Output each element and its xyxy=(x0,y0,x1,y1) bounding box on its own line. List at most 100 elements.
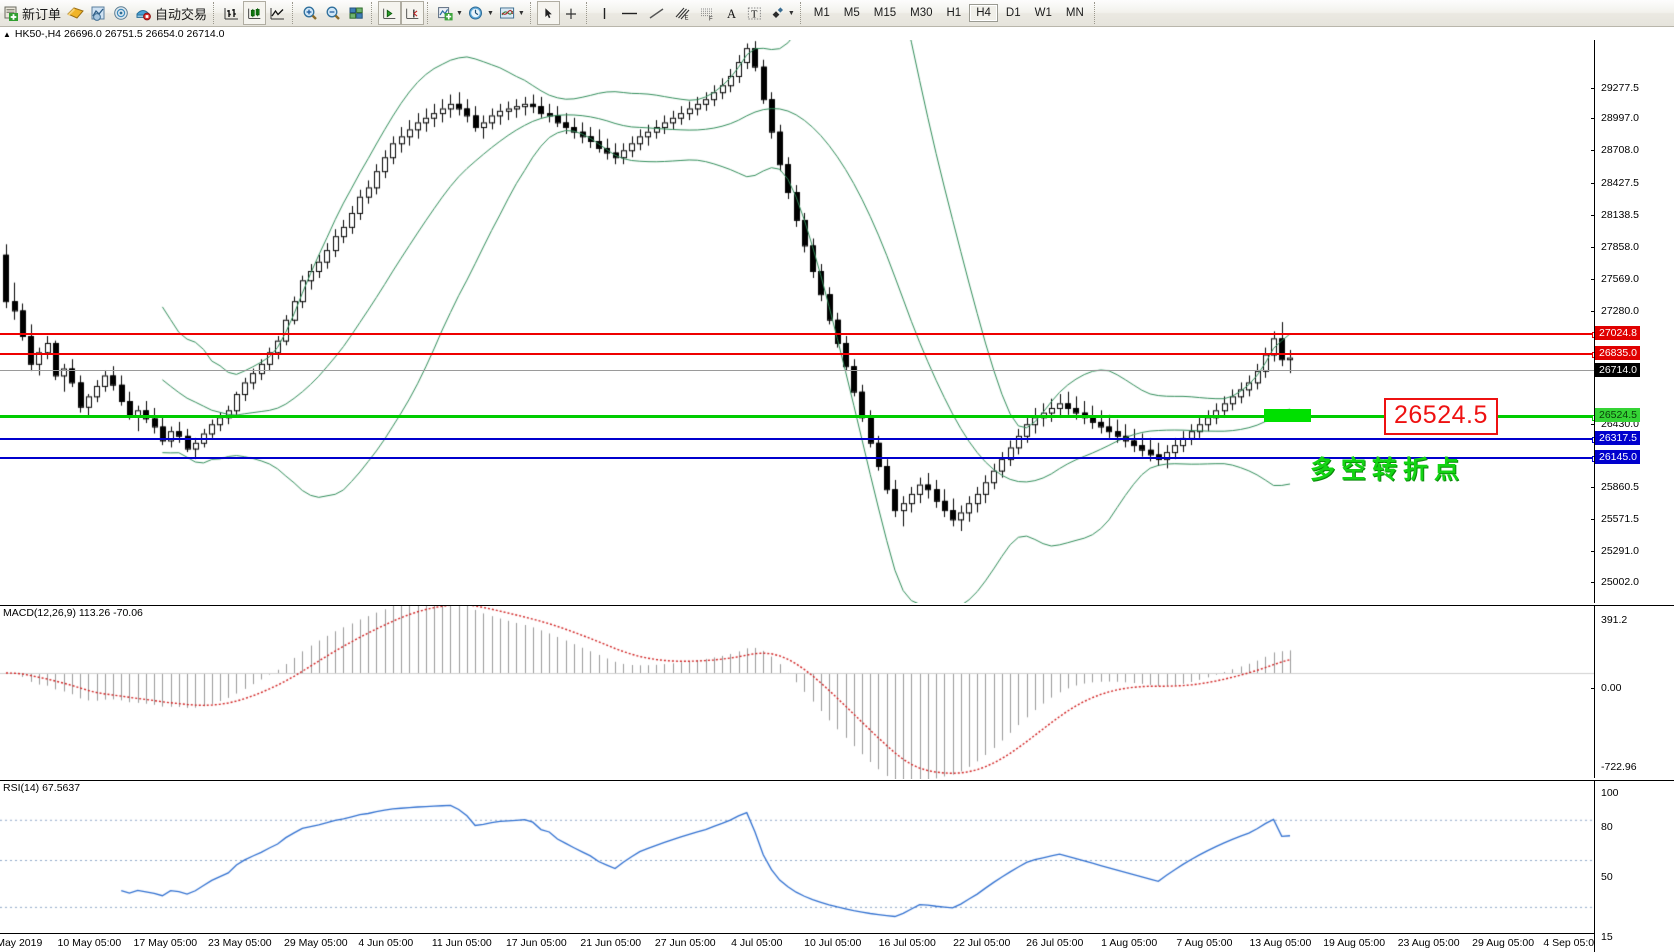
new-order-label: 新订单 xyxy=(22,6,62,22)
price-level-line[interactable] xyxy=(0,352,1598,358)
price-axis-tick xyxy=(1591,88,1595,89)
data-window-button[interactable] xyxy=(87,1,110,25)
price-level-line[interactable] xyxy=(0,415,1598,421)
macd-pane[interactable]: MACD(12,26,9) 113.26 -70.06 391.2 0.00 -72… xyxy=(0,605,1674,779)
line-chart-button[interactable] xyxy=(266,1,289,25)
trendline-button[interactable] xyxy=(643,1,670,25)
price-level-line[interactable] xyxy=(0,332,1598,338)
hline-icon xyxy=(621,12,637,14)
price-axis-tick xyxy=(1591,118,1595,119)
tile-windows-button[interactable] xyxy=(345,1,368,25)
macd-axis: 391.2 0.00 -722.96 xyxy=(1591,606,1674,778)
time-axis-label: 23 May 05:00 xyxy=(208,937,272,949)
price-axis-tick xyxy=(1591,215,1595,216)
collapse-triangle-icon[interactable]: ▲ xyxy=(3,29,11,39)
shapes-icon xyxy=(772,6,783,18)
auto-scroll-icon xyxy=(406,8,419,19)
time-axis-label: 26 Jul 05:00 xyxy=(1026,937,1084,949)
chevron-down-icon[interactable]: ▼ xyxy=(456,9,463,17)
time-axis[interactable]: 5 May 2019 10 May 05:00 17 May 05:00 23 May… xyxy=(0,933,1600,952)
symbol-ohlc-text: HK50-,H4 26696.0 26751.5 26654.0 26714.0 xyxy=(14,28,225,40)
price-level-chip-black[interactable]: 26714.0 xyxy=(1595,363,1640,377)
zoom-out-button[interactable] xyxy=(322,1,345,25)
time-axis-label: 1 Aug 05:00 xyxy=(1101,937,1158,949)
zoom-in-icon xyxy=(303,6,317,20)
candle-chart-icon xyxy=(248,7,261,19)
text-button[interactable]: A xyxy=(720,1,743,25)
price-level-chip-blue[interactable]: 26145.0 xyxy=(1595,450,1640,464)
selection-highlight[interactable] xyxy=(1264,409,1311,422)
time-axis-label: 10 May 05:00 xyxy=(57,937,122,949)
bar-chart-button[interactable] xyxy=(220,1,243,25)
macd-canvas[interactable] xyxy=(0,606,1594,779)
price-pane[interactable]: 26524.5 多空转折点 29277.5 28997.0 28708.0 28427… xyxy=(0,40,1674,619)
price-axis-tick xyxy=(1591,424,1595,425)
text-label-button[interactable]: T xyxy=(743,1,766,25)
crosshair-tool-button[interactable] xyxy=(560,1,583,25)
navigator-icon xyxy=(114,5,128,20)
price-level-chip-green[interactable]: 26524.5 xyxy=(1595,408,1640,422)
navigator-button[interactable] xyxy=(110,1,133,25)
shift-end-icon xyxy=(383,8,396,19)
price-axis-tick-label: 28708.0 xyxy=(1601,144,1639,156)
vline-icon xyxy=(603,7,606,19)
period-button[interactable]: ▼ xyxy=(465,1,496,25)
time-axis-label: 5 May 2019 xyxy=(0,937,43,949)
chevron-down-icon[interactable]: ▼ xyxy=(486,9,494,17)
market-watch-folder-button[interactable] xyxy=(64,1,87,25)
timeframe-w1[interactable]: W1 xyxy=(1034,7,1052,19)
timeframe-h4[interactable]: H4 xyxy=(969,4,998,22)
new-order-icon xyxy=(4,6,18,21)
toolbar-separator xyxy=(529,2,534,24)
candle-chart-button[interactable] xyxy=(243,1,267,25)
price-level-line[interactable] xyxy=(0,437,1598,443)
period-icon xyxy=(468,6,482,19)
indicators-icon xyxy=(438,6,453,20)
cursor-icon xyxy=(545,7,552,18)
price-level-line[interactable] xyxy=(0,370,1594,371)
zoom-in-button[interactable] xyxy=(299,1,322,25)
chevron-down-icon[interactable]: ▼ xyxy=(787,9,795,17)
shift-end-button[interactable] xyxy=(378,1,402,25)
timeframe-h1[interactable]: H1 xyxy=(946,7,962,19)
vertical-line-button[interactable] xyxy=(593,1,616,25)
price-canvas[interactable] xyxy=(0,40,1594,603)
chart-window[interactable]: ▲ HK50-,H4 26696.0 26751.5 26654.0 26714… xyxy=(0,27,1674,952)
price-annotation-box[interactable]: 26524.5 xyxy=(1384,398,1498,435)
timeframe-m5[interactable]: M5 xyxy=(843,7,860,19)
elliott-icon: E xyxy=(675,7,690,21)
price-level-chip-blue[interactable]: 26317.5 xyxy=(1595,431,1640,445)
time-axis-label: 16 Jul 05:00 xyxy=(878,937,936,949)
timeframe-d1[interactable]: D1 xyxy=(1005,7,1021,19)
rsi-pane[interactable]: RSI(14) 67.5637 100 80 50 15 5 May 2019 10 M… xyxy=(0,780,1674,952)
templates-button[interactable]: ▼ xyxy=(496,1,527,25)
cursor-tool-button[interactable] xyxy=(536,1,560,25)
macd-axis-tick xyxy=(1591,688,1595,689)
price-level-chip-red[interactable]: 27024.8 xyxy=(1595,326,1640,340)
toolbar-separator xyxy=(427,2,431,24)
templates-icon xyxy=(500,7,515,18)
timeframe-m15[interactable]: M15 xyxy=(873,7,897,19)
time-axis-label: 22 Jul 05:00 xyxy=(953,937,1011,949)
chinese-annotation-text[interactable]: 多空转折点 xyxy=(1310,455,1466,484)
svg-text:F: F xyxy=(709,16,713,22)
price-axis-tick-label: 27858.0 xyxy=(1601,241,1639,253)
timeframe-m1[interactable]: M1 xyxy=(813,7,830,19)
horizontal-line-button[interactable] xyxy=(616,1,643,25)
timeframe-mn[interactable]: MN xyxy=(1065,7,1084,19)
rsi-canvas[interactable] xyxy=(0,781,1594,933)
auto-scroll-button[interactable] xyxy=(401,1,425,25)
price-level-chip-red[interactable]: 26835.0 xyxy=(1595,346,1640,360)
shapes-button[interactable]: ▼ xyxy=(766,1,797,25)
chevron-down-icon[interactable]: ▼ xyxy=(517,9,525,17)
equidistant-channel-button[interactable]: E xyxy=(670,1,695,25)
trendline-icon xyxy=(649,7,664,19)
rsi-axis: 100 80 50 15 xyxy=(1594,781,1674,952)
indicators-button[interactable]: ▼ xyxy=(434,1,465,25)
timeframe-m30[interactable]: M30 xyxy=(910,7,933,19)
new-order-button[interactable]: 新订单 xyxy=(2,1,64,25)
price-axis[interactable]: 29277.5 28997.0 28708.0 28427.5 28138.5 27858… xyxy=(1591,40,1674,619)
fibonacci-button[interactable]: F xyxy=(695,1,720,25)
autotrading-button[interactable]: 自动交易 xyxy=(133,1,210,25)
time-axis-label: 27 Jun 05:00 xyxy=(654,937,716,949)
